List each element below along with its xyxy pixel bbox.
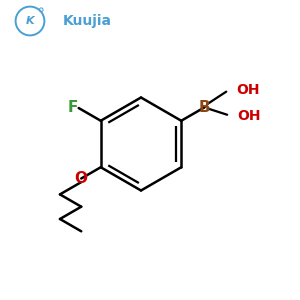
Text: OH: OH [237,109,260,123]
Text: F: F [68,100,78,115]
Text: B: B [199,100,211,115]
Text: Kuujia: Kuujia [62,14,111,28]
Text: OH: OH [236,83,260,97]
Text: K: K [26,16,34,26]
Text: O: O [75,171,88,186]
